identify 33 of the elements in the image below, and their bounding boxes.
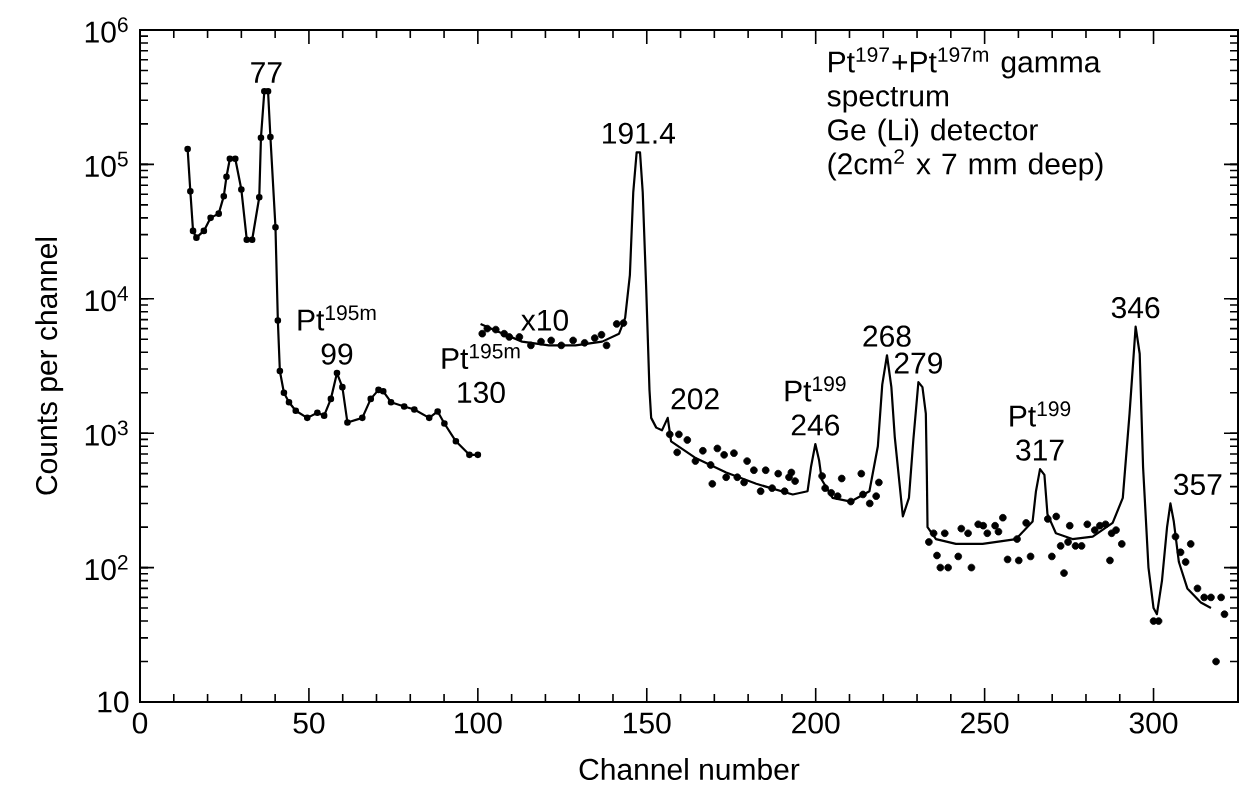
annotation: 246 [791, 414, 840, 436]
annotation: Pt$^{195m}$ [442, 343, 520, 370]
annotation: x10 [521, 309, 568, 331]
x-tick-label: 250 [961, 712, 1009, 734]
annotation: Pt$^{199}$ [785, 376, 846, 402]
annotation: Pt$^{195m}$ [298, 305, 376, 331]
annotation: 202 [671, 388, 719, 410]
x-tick-label: 100 [455, 712, 502, 734]
x-axis-title: Channel number [579, 758, 800, 781]
y-tick-label: 10$^{2}$ [85, 554, 128, 581]
y-tick-label: 10$^{3}$ [85, 420, 128, 446]
y-axis-title: Counts per channel [35, 237, 64, 495]
annotation: 279 [894, 352, 942, 374]
annotation: 346 [1111, 297, 1160, 319]
annotation: 191.4 [603, 122, 675, 144]
x-tick-label: 0 [132, 712, 148, 734]
text: Ge (Li) detector (2cm$^{2}$ x 7 mm deep) [828, 118, 1103, 181]
annotation: 317 [1016, 439, 1064, 461]
y-tick-label: 10$^{4}$ [85, 286, 128, 312]
annotation: 77 [251, 62, 282, 83]
y-tick-label: 10$^{5}$ [85, 151, 128, 177]
y-tick-label: 10$^{6}$ [85, 17, 128, 43]
x-tick-label: 200 [792, 712, 840, 734]
y-tick-label: 10 [98, 691, 129, 713]
annotation: Pt$^{199}$ [1010, 401, 1071, 427]
annotation: 99 [321, 343, 353, 365]
annotation: 268 [863, 325, 911, 347]
x-tick-label: 150 [624, 712, 671, 734]
x-tick-label: 300 [1129, 712, 1178, 734]
chart-title: Pt$^{197}$+Pt$^{197m}$ gamma spectrum [827, 47, 1101, 113]
annotation: 357 [1173, 473, 1222, 496]
annotation: 130 [458, 381, 505, 404]
x-tick-label: 50 [293, 712, 325, 734]
